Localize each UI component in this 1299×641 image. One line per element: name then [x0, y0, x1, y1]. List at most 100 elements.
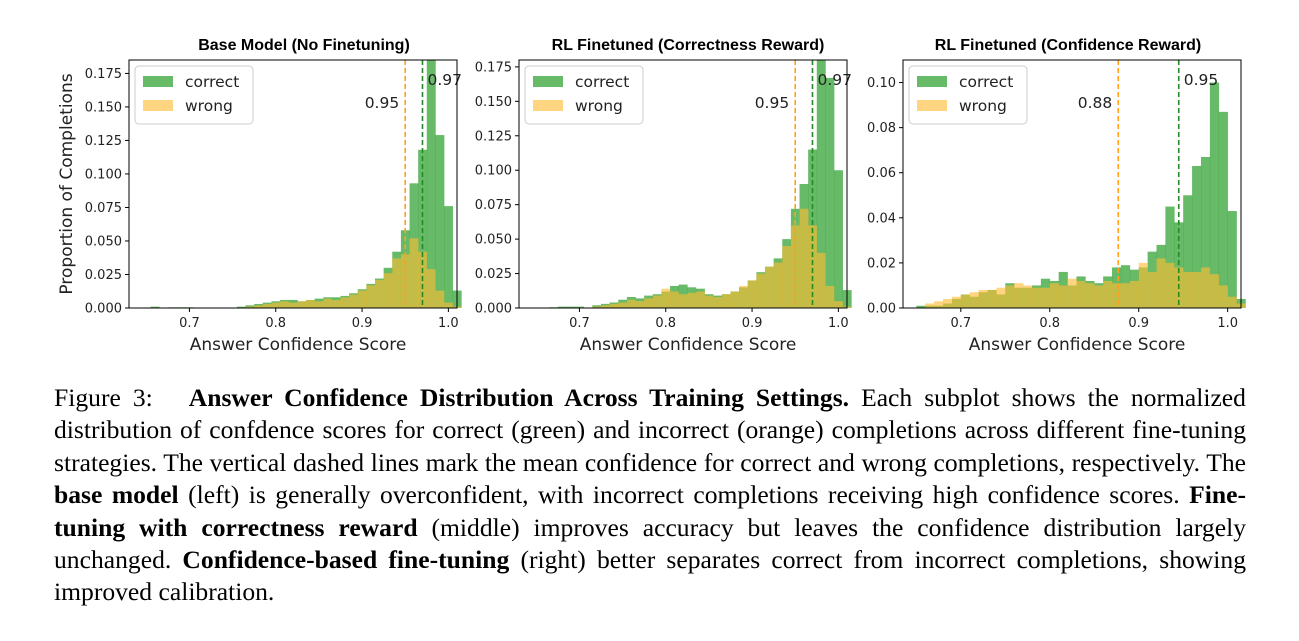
bar-correct — [150, 306, 160, 308]
bar-wrong — [825, 285, 835, 308]
bar-wrong — [1138, 262, 1148, 308]
bar-correct — [435, 135, 445, 308]
y-tick-label: 0.075 — [85, 201, 122, 216]
caption-bold-base-model: base model — [54, 480, 179, 510]
bar-wrong — [1031, 287, 1042, 308]
bar-wrong — [366, 285, 376, 308]
bar-wrong — [254, 305, 264, 308]
bar-wrong — [644, 298, 654, 308]
x-tick-label: 0.7 — [950, 316, 971, 331]
bar-correct — [1209, 82, 1220, 308]
bar-wrong — [790, 225, 800, 308]
x-axis-label: Answer Confidence Score — [969, 335, 1186, 355]
bar-wrong — [1218, 285, 1228, 308]
x-tick-label: 0.7 — [569, 316, 590, 331]
bar-wrong — [331, 299, 341, 308]
bar-wrong — [357, 290, 367, 308]
legend-label-wrong: wrong — [959, 97, 1007, 115]
legend: correct wrong — [134, 65, 254, 125]
bar-wrong — [1120, 283, 1131, 308]
y-tick-label: 0.075 — [475, 198, 512, 213]
caption-bold-confidence: Confidence-based fine-tuning — [182, 545, 510, 575]
series-wrong — [592, 208, 852, 308]
legend-swatch-correct — [533, 76, 563, 87]
bar-wrong — [626, 299, 636, 308]
plot-frame — [518, 59, 848, 309]
bar-wrong — [1049, 283, 1059, 308]
y-tick-label: 0.000 — [475, 302, 512, 317]
bar-wrong — [1023, 285, 1033, 308]
bar-wrong — [1085, 283, 1095, 308]
bar-correct — [557, 306, 567, 308]
bar-wrong — [1156, 258, 1166, 308]
bar-wrong — [773, 262, 783, 308]
bar-correct — [1183, 195, 1193, 308]
legend-label-correct: correct — [959, 73, 1013, 91]
bar-correct — [825, 77, 835, 309]
x-tick-label: 0.8 — [655, 316, 676, 331]
x-tick-label: 1.0 — [1217, 316, 1238, 331]
x-tick-label: 1.0 — [828, 316, 849, 331]
bar-wrong — [687, 292, 697, 308]
y-tick-label: 0.050 — [475, 233, 512, 248]
mean-label-correct: 0.97 — [427, 71, 462, 89]
y-tick-label: 0.175 — [85, 67, 122, 82]
y-tick-label: 0.025 — [475, 267, 512, 282]
legend-label-correct: correct — [575, 73, 629, 91]
x-tick-label: 0.7 — [179, 316, 200, 331]
bar-wrong — [592, 306, 602, 308]
bar-wrong — [1103, 280, 1113, 308]
bar-wrong — [1209, 274, 1220, 308]
caption-text-3: (middle) improves accuracy but leaves th… — [54, 512, 1246, 575]
y-tick-label: 0.150 — [475, 95, 512, 110]
y-tick-label: 0.125 — [475, 129, 512, 144]
bar-correct — [444, 206, 453, 308]
chart-title: Base Model (No Finetuning) — [198, 37, 410, 54]
y-tick-label: 0.100 — [475, 164, 512, 179]
bar-wrong — [392, 258, 402, 308]
legend-label-wrong: wrong — [185, 97, 233, 115]
bar-wrong — [1183, 271, 1193, 308]
bar-wrong — [1112, 283, 1122, 308]
bar-wrong — [799, 208, 809, 308]
legend-swatch-correct — [917, 76, 947, 87]
chart-title: RL Finetuned (Correctness Reward) — [552, 37, 825, 54]
bar-wrong — [1165, 262, 1175, 308]
bar-wrong — [934, 301, 944, 308]
legend-swatch-wrong — [533, 100, 563, 111]
bar-correct — [816, 60, 826, 308]
legend-swatch-wrong — [143, 100, 173, 111]
bar-wrong — [618, 302, 628, 308]
bar-correct — [1165, 206, 1175, 308]
legend-swatch-wrong — [917, 100, 947, 111]
bar-wrong — [721, 294, 731, 308]
caption-text-1: Each subplot shows the normalized distri… — [54, 383, 1246, 477]
legend-swatch-correct — [143, 76, 173, 87]
bar-correct — [575, 306, 585, 308]
legend: correct wrong — [908, 65, 1028, 125]
bar-wrong — [400, 254, 410, 308]
bar-wrong — [678, 294, 688, 308]
bar-wrong — [435, 290, 445, 308]
x-tick-label: 0.9 — [352, 316, 373, 331]
bar-wrong — [987, 289, 997, 308]
mean-label-wrong: 0.95 — [755, 94, 790, 112]
y-tick-label: 0.125 — [85, 134, 122, 149]
bar-wrong — [426, 269, 436, 308]
x-tick-label: 0.8 — [1039, 316, 1060, 331]
bar-wrong — [297, 301, 307, 308]
bar-wrong — [1200, 267, 1211, 308]
x-tick-label: 0.8 — [265, 316, 286, 331]
bar-wrong — [609, 303, 619, 308]
legend-label-correct: correct — [185, 73, 239, 91]
bar-wrong — [409, 238, 419, 308]
mean-label-wrong: 0.88 — [1078, 94, 1113, 112]
figure-panels: Base Model (No Finetuning) 0.95 0.97 0.7 0.8… — [57, 37, 1246, 355]
bar-wrong — [661, 288, 671, 308]
x-tick-label: 0.9 — [742, 316, 763, 331]
caption-text-2: (left) is generally overconfident, with … — [178, 480, 1190, 510]
chart-panel-2: RL Finetuned (Correctness Reward) 0.95 0.9… — [475, 37, 852, 355]
bar-correct — [1192, 165, 1202, 308]
y-tick-label: 0.10 — [867, 76, 896, 91]
bar-wrong — [1040, 287, 1051, 308]
